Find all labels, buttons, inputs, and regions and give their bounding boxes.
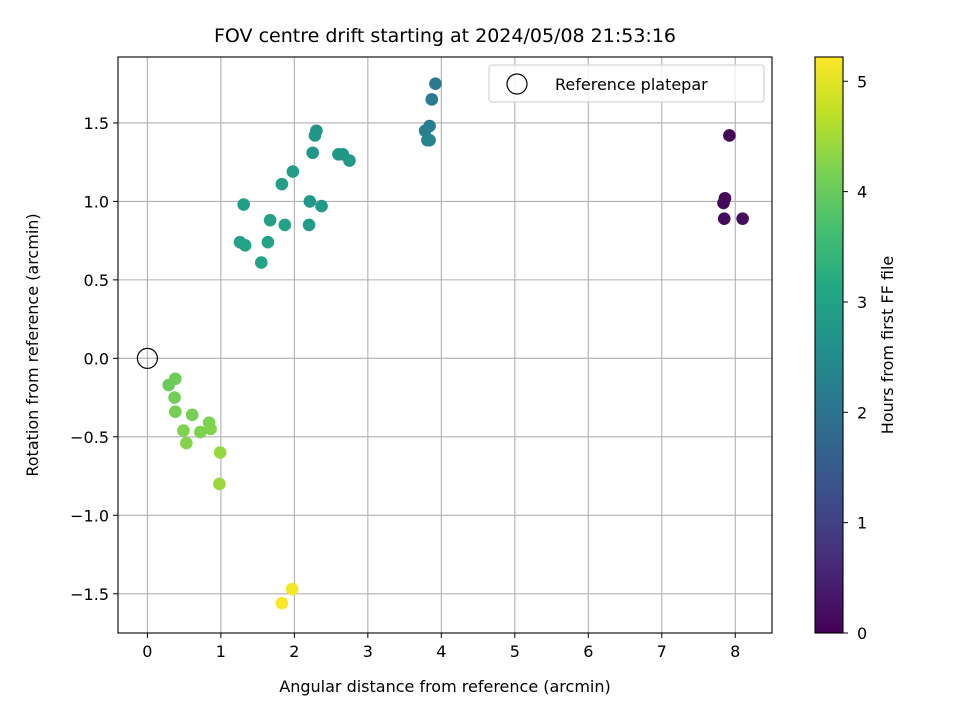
y-tick-label: 0.0: [84, 349, 109, 368]
legend-box: [488, 64, 765, 103]
data-point: [168, 391, 181, 404]
data-point: [285, 582, 299, 596]
y-axis-ticks: −1.5 −1.0 −0.5 0.0 0.5 1.0 1.5: [70, 114, 118, 604]
data-point: [306, 146, 320, 160]
colorbar-tick-label: 2: [857, 403, 867, 422]
colorbar-gradient: [815, 57, 843, 633]
grid: [118, 57, 772, 633]
y-tick-label: −0.5: [70, 428, 109, 447]
data-point: [302, 218, 316, 232]
data-point: [261, 235, 275, 249]
data-point: [429, 77, 442, 90]
colorbar-ticks: 0 1 2 3 4 5: [843, 72, 867, 643]
data-point: [343, 154, 356, 167]
colorbar-label: Hours from first FF file: [878, 256, 897, 435]
data-point: [169, 405, 182, 419]
x-tick-label: 4: [436, 642, 446, 661]
x-tick-label: 1: [216, 642, 226, 661]
reference-marker-layer: [136, 347, 158, 369]
y-axis-label: Rotation from reference (arcmin): [23, 213, 42, 476]
colorbar-tick-label: 1: [857, 514, 867, 533]
data-point: [278, 218, 292, 232]
x-tick-label: 6: [583, 642, 593, 661]
data-point: [303, 195, 317, 208]
x-tick-label: 8: [730, 642, 740, 661]
data-point: [238, 239, 252, 252]
axes-frame: [117, 56, 773, 634]
y-tick-label: −1.0: [70, 506, 109, 525]
colorbar-tick-label: 5: [857, 72, 867, 91]
colorbar-tick-label: 0: [857, 624, 867, 643]
chart-title: FOV centre drift starting at 2024/05/08 …: [214, 25, 676, 47]
data-point: [213, 477, 226, 491]
data-point: [717, 196, 730, 210]
data-points: [162, 77, 749, 610]
data-point: [169, 372, 182, 386]
colorbar-tick-label: 3: [857, 293, 867, 312]
legend-label: Reference platepar: [555, 75, 708, 94]
data-point: [180, 436, 193, 450]
data-point: [723, 129, 736, 142]
x-axis-ticks: 0 1 2 3 4 5 6 7 8: [142, 633, 740, 661]
colorbar-frame: [814, 56, 844, 634]
y-tick-label: 1.5: [84, 114, 109, 133]
data-point: [286, 165, 300, 178]
data-point: [275, 177, 289, 191]
data-point: [194, 425, 207, 439]
data-point: [425, 93, 439, 106]
data-point: [263, 213, 277, 227]
y-tick-label: −1.5: [70, 585, 109, 604]
y-tick-label: 1.0: [84, 192, 109, 211]
reference-platepar-marker: [136, 347, 158, 369]
data-point: [423, 133, 436, 147]
data-point: [308, 129, 322, 142]
x-tick-label: 0: [142, 642, 152, 661]
data-point: [418, 124, 432, 138]
x-tick-label: 3: [363, 642, 373, 661]
x-axis-label: Angular distance from reference (arcmin): [279, 677, 610, 696]
data-point: [717, 212, 731, 225]
y-tick-label: 0.5: [84, 271, 109, 290]
x-tick-label: 2: [289, 642, 299, 661]
data-point: [315, 199, 328, 213]
data-point: [213, 446, 227, 459]
data-point: [204, 422, 217, 436]
data-point: [736, 212, 749, 225]
data-point: [177, 424, 190, 437]
legend: Reference platepar: [488, 64, 765, 103]
data-point: [237, 198, 250, 211]
data-point: [185, 408, 199, 422]
x-tick-label: 7: [657, 642, 667, 661]
colorbar-tick-label: 4: [857, 183, 867, 202]
colorbar: 0 1 2 3 4 5 Hours from first FF file: [814, 56, 897, 643]
data-point: [275, 596, 289, 610]
x-tick-label: 5: [510, 642, 520, 661]
legend-reference-marker: [506, 73, 528, 95]
data-point: [254, 256, 268, 269]
